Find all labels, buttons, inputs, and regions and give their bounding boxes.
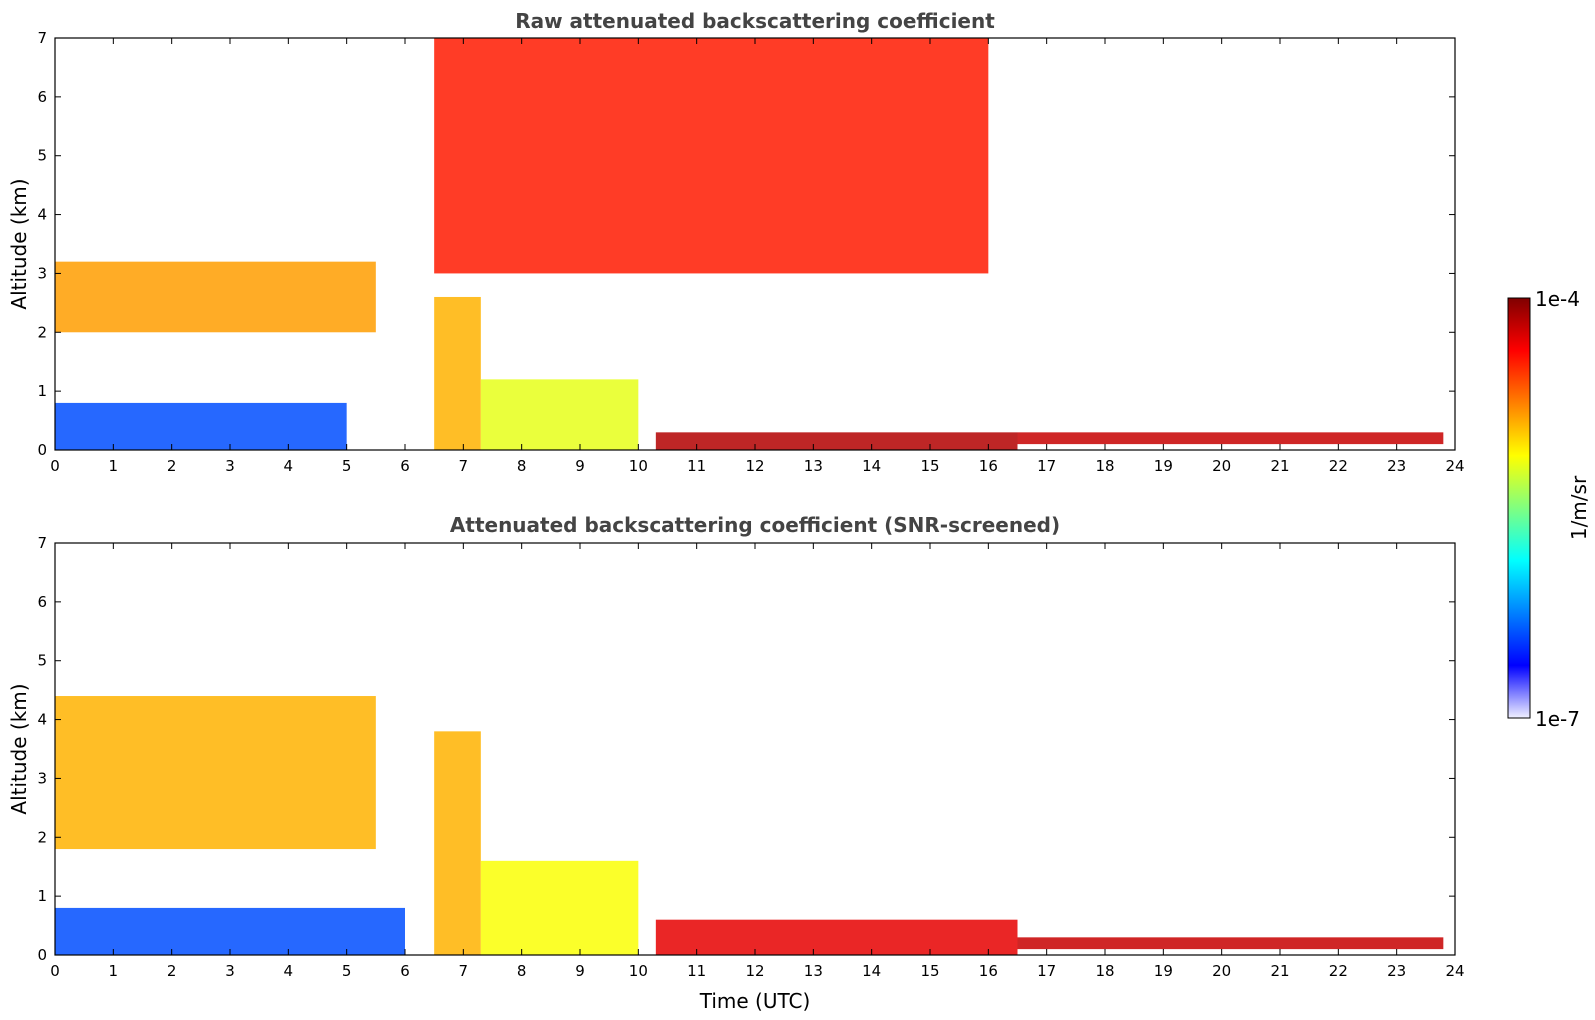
x-tick-label: 24 (1445, 457, 1464, 475)
x-tick-label: 1 (109, 457, 119, 475)
x-tick-label: 2 (167, 962, 177, 980)
y-tick-label: 0 (37, 441, 47, 459)
x-tick-label: 3 (225, 962, 235, 980)
x-tick-label: 8 (517, 457, 527, 475)
panel-screened-heatmap (55, 696, 1444, 955)
colorbar: 1e-4 1e-7 1/m/sr (1507, 287, 1591, 731)
x-tick-label: 11 (687, 962, 706, 980)
y-tick-label: 5 (37, 147, 47, 165)
x-tick-label: 17 (1037, 962, 1056, 980)
panel-screened-y-axis-label: Altitude (km) (7, 683, 31, 814)
panel-screened-title: Attenuated backscattering coefficient (S… (450, 513, 1060, 537)
heatmap-region-3 (434, 731, 481, 955)
x-tick-label: 21 (1270, 962, 1289, 980)
x-tick-label: 0 (50, 962, 60, 980)
x-tick-label: 15 (920, 962, 939, 980)
heatmap-region-1 (55, 696, 376, 850)
x-tick-label: 4 (284, 457, 294, 475)
x-tick-label: 17 (1037, 457, 1056, 475)
y-tick-label: 3 (37, 264, 47, 282)
y-tick-label: 6 (37, 88, 47, 106)
x-tick-label: 16 (979, 962, 998, 980)
x-tick-label: 16 (979, 457, 998, 475)
x-tick-label: 4 (284, 962, 294, 980)
x-tick-label: 14 (862, 962, 881, 980)
x-tick-label: 5 (342, 457, 352, 475)
colorbar-unit-label: 1/m/sr (1567, 475, 1591, 540)
x-tick-label: 22 (1329, 962, 1348, 980)
x-tick-label: 7 (459, 457, 469, 475)
y-tick-label: 6 (37, 593, 47, 611)
y-tick-label: 5 (37, 652, 47, 670)
panel-raw-title: Raw attenuated backscattering coefficien… (515, 9, 995, 33)
x-tick-label: 19 (1154, 457, 1173, 475)
x-tick-label: 7 (459, 962, 469, 980)
heatmap-region-5 (655, 919, 1018, 955)
heatmap-region-5 (655, 432, 1018, 450)
x-tick-label: 6 (400, 962, 410, 980)
x-tick-label: 12 (745, 457, 764, 475)
x-tick-label: 18 (1095, 962, 1114, 980)
colorbar-gradient (1507, 297, 1531, 719)
x-tick-label: 18 (1095, 457, 1114, 475)
x-tick-label: 20 (1212, 457, 1231, 475)
x-tick-label: 9 (575, 962, 585, 980)
y-tick-label: 7 (37, 534, 47, 552)
heatmap-region-3 (434, 296, 481, 450)
x-tick-label: 22 (1329, 457, 1348, 475)
panel-raw: Raw attenuated backscattering coefficien… (7, 9, 1465, 475)
heatmap-region-2 (55, 907, 405, 955)
x-tick-label: 2 (167, 457, 177, 475)
x-tick-label: 13 (804, 457, 823, 475)
panel-screened: Attenuated backscattering coefficient (S… (7, 513, 1465, 1013)
panel-raw-x-ticks: 0 1 2 3 4 5 6 7 8 9 10 11 12 13 14 15 16 17 18 19 20 21 22 23 24 (50, 38, 1465, 475)
panel-raw-heatmap (55, 38, 1444, 450)
panel-screened-x-axis-label: Time (UTC) (699, 989, 811, 1013)
x-tick-label: 1 (109, 962, 119, 980)
x-tick-label: 24 (1445, 962, 1464, 980)
panel-raw-y-ticks: 0 1 2 3 4 5 6 7 (37, 29, 1455, 459)
y-tick-label: 4 (37, 206, 47, 224)
x-tick-label: 19 (1154, 962, 1173, 980)
x-tick-label: 21 (1270, 457, 1289, 475)
x-tick-label: 23 (1387, 962, 1406, 980)
x-tick-label: 10 (629, 457, 648, 475)
y-tick-label: 0 (37, 946, 47, 964)
x-tick-label: 14 (862, 457, 881, 475)
x-tick-label: 15 (920, 457, 939, 475)
x-tick-label: 0 (50, 457, 60, 475)
y-tick-label: 2 (37, 828, 47, 846)
x-tick-label: 23 (1387, 457, 1406, 475)
panel-screened-y-ticks: 0 1 2 3 4 5 6 7 (37, 534, 1455, 964)
heatmap-region-4 (480, 860, 639, 955)
x-tick-label: 6 (400, 457, 410, 475)
x-tick-label: 9 (575, 457, 585, 475)
y-tick-label: 4 (37, 711, 47, 729)
heatmap-region-7 (434, 38, 989, 274)
y-tick-label: 1 (37, 382, 47, 400)
x-tick-label: 5 (342, 962, 352, 980)
x-tick-label: 13 (804, 962, 823, 980)
panel-screened-x-ticks: 0 1 2 3 4 5 6 7 8 9 10 11 12 13 14 15 16 17 18 19 20 21 22 23 24 (50, 543, 1465, 980)
colorbar-max-label: 1e-4 (1535, 287, 1580, 311)
heatmap-region-1 (55, 261, 376, 333)
y-tick-label: 7 (37, 29, 47, 47)
x-tick-label: 8 (517, 962, 527, 980)
panel-raw-y-axis-label: Altitude (km) (7, 178, 31, 309)
y-tick-label: 2 (37, 323, 47, 341)
heatmap-region-2 (55, 402, 347, 450)
x-tick-label: 12 (745, 962, 764, 980)
x-tick-label: 11 (687, 457, 706, 475)
y-tick-label: 3 (37, 769, 47, 787)
x-tick-label: 3 (225, 457, 235, 475)
x-tick-label: 10 (629, 962, 648, 980)
heatmap-region-6 (1017, 937, 1444, 950)
heatmap-region-4 (480, 379, 639, 450)
heatmap-region-6 (1017, 432, 1444, 445)
y-tick-label: 1 (37, 887, 47, 905)
colorbar-min-label: 1e-7 (1535, 707, 1580, 731)
x-tick-label: 20 (1212, 962, 1231, 980)
